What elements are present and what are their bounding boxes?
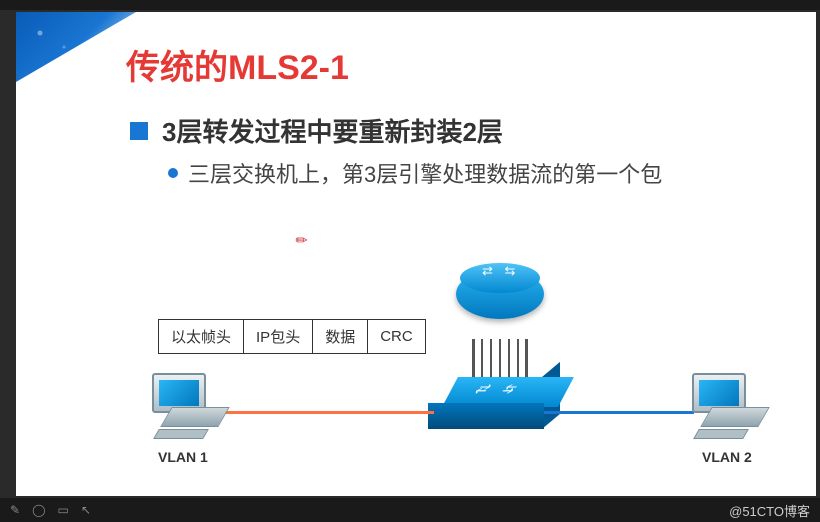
circle-bullet-icon [168, 168, 178, 178]
packet-cell-crc: CRC [368, 320, 426, 354]
watermark: @51CTO博客 [729, 501, 810, 520]
top-bar [0, 0, 820, 10]
slide-title: 传统的MLS2-1 [126, 40, 349, 89]
pc-right-icon [692, 373, 764, 443]
router-icon: ⇄ ⇆ [456, 269, 544, 345]
sub-text: 三层交换机上，第3层引擎处理数据流的第一个包 [188, 157, 662, 189]
bottom-bar: ✎ ◯ ▭ ↖ @51CTO博客 [0, 498, 820, 522]
pencil-tool-icon[interactable]: ✎ [10, 503, 20, 517]
heading-text: 3层转发过程中要重新封装2层 [162, 112, 503, 149]
packet-frame-table: 以太帧头 IP包头 数据 CRC [158, 319, 426, 354]
corner-decoration [16, 12, 136, 82]
link-right [544, 411, 694, 414]
packet-cell-data: 数据 [313, 320, 368, 354]
slide: 传统的MLS2-1 3层转发过程中要重新封装2层 三层交换机上，第3层引擎处理数… [16, 12, 816, 496]
square-bullet-icon [130, 122, 148, 140]
circle-tool-icon[interactable]: ◯ [32, 503, 45, 517]
link-left [220, 411, 434, 414]
vlan2-label: VLAN 2 [702, 449, 752, 465]
cursor-pointer-icon: ✎ [292, 230, 312, 250]
heading-row: 3层转发过程中要重新封装2层 [130, 112, 503, 149]
vlan1-label: VLAN 1 [158, 449, 208, 465]
left-strip [0, 12, 14, 496]
annotation-toolbar: ✎ ◯ ▭ ↖ [10, 503, 91, 517]
packet-cell-iphdr: IP包头 [244, 320, 313, 354]
arrow-tool-icon[interactable]: ↖ [81, 503, 91, 517]
packet-cell-ethhdr: 以太帧头 [159, 320, 244, 354]
switch-icon: ⇄ ⇆ [442, 377, 558, 431]
trunk-lines [472, 339, 528, 381]
sub-row: 三层交换机上，第3层引擎处理数据流的第一个包 [168, 157, 662, 189]
router-arrows-icon: ⇄ ⇆ [482, 263, 519, 279]
pc-left-icon [152, 373, 224, 443]
switch-arrows-icon: ⇄ ⇆ [469, 381, 529, 397]
network-diagram: 以太帧头 IP包头 数据 CRC ⇄ ⇆ ⇄ ⇆ [116, 257, 776, 476]
rect-tool-icon[interactable]: ▭ [58, 503, 69, 517]
